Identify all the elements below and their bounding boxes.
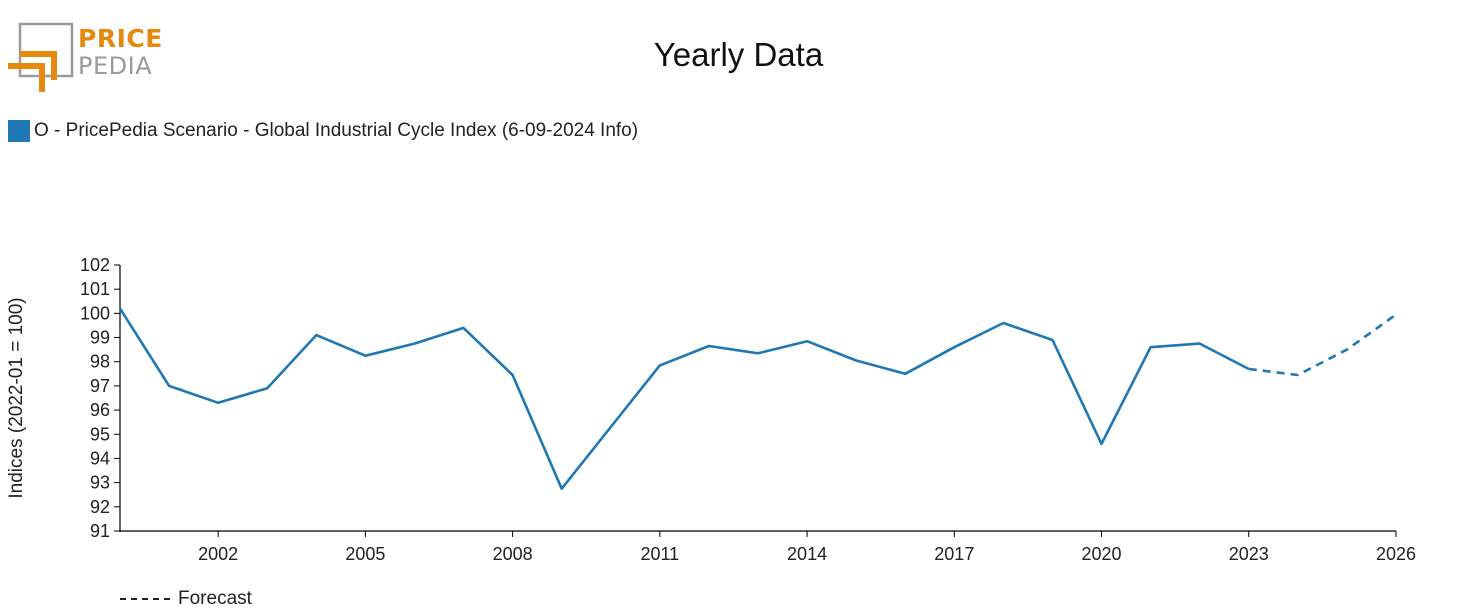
axes: 91 92 93 94 95 96 97 98 99 100 101 102 2002 2005 2008 2… [80, 255, 1416, 564]
forecast-series-line [1248, 313, 1397, 377]
forecast-legend: Forecast [120, 588, 252, 610]
y-tick-label: 92 [90, 497, 110, 517]
y-tick-label: 96 [90, 400, 110, 420]
x-tick-label: 2008 [493, 544, 533, 564]
y-tick-label: 101 [80, 279, 110, 299]
chart-title: Yearly Data [653, 36, 824, 73]
x-tick-label: 2023 [1229, 544, 1269, 564]
y-tick-label: 98 [90, 352, 110, 372]
logo-mark-icon [8, 22, 74, 92]
y-tick-label: 102 [80, 255, 110, 275]
actual-series-line [118, 307, 1250, 491]
forecast-dash-icon [120, 598, 170, 600]
logo-text-pedia: PEDIA [78, 52, 153, 80]
x-tick-label: 2014 [787, 544, 827, 564]
x-tick-label: 2005 [345, 544, 385, 564]
x-tick-label: 2017 [934, 544, 974, 564]
y-tick-label: 100 [80, 303, 110, 323]
y-tick-label: 97 [90, 376, 110, 396]
legend-label: O - PricePedia Scenario - Global Industr… [34, 120, 639, 141]
x-tick-label: 2011 [640, 544, 679, 564]
y-tick-label: 93 [90, 473, 110, 493]
pricepedia-logo: PRICE PEDIA [6, 22, 166, 94]
legend[interactable]: O - PricePedia Scenario - Global Industr… [8, 120, 638, 142]
y-tick-label: 94 [90, 448, 110, 468]
logo-text-price: PRICE [78, 24, 163, 53]
series-layer [118, 307, 1397, 491]
x-tick-label: 2026 [1376, 544, 1416, 564]
legend-swatch [8, 120, 30, 142]
x-tick-label: 2002 [198, 544, 238, 564]
y-tick-label: 95 [90, 424, 110, 444]
y-tick-label: 99 [90, 328, 110, 348]
y-tick-label: 91 [90, 521, 110, 541]
forecast-label: Forecast [178, 588, 252, 609]
x-tick-label: 2020 [1082, 544, 1122, 564]
